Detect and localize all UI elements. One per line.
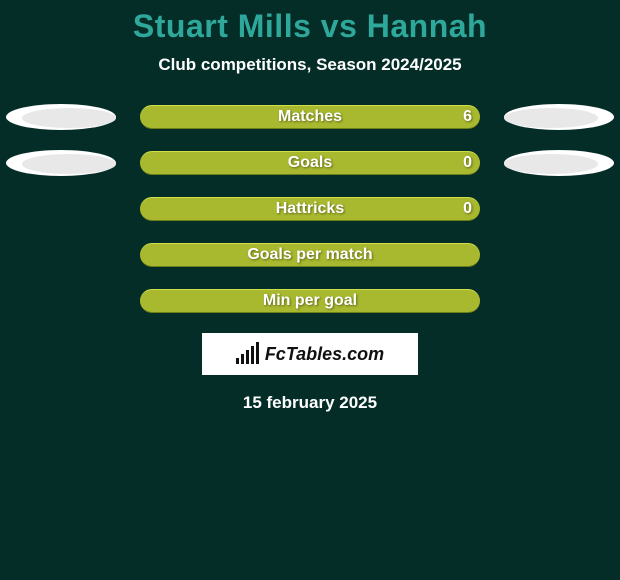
page-subtitle: Club competitions, Season 2024/2025 <box>0 55 620 75</box>
stat-row-matches: Matches 6 <box>0 103 620 131</box>
page-title: Stuart Mills vs Hannah <box>0 8 620 45</box>
stat-label: Min per goal <box>263 292 357 310</box>
ellipse-icon <box>504 154 598 174</box>
stat-row-hattricks: Hattricks 0 <box>0 195 620 223</box>
stat-pill: Min per goal <box>140 289 480 313</box>
bar-icon-segment <box>256 342 259 364</box>
logo-text: FcTables.com <box>265 344 384 365</box>
ellipse-icon <box>22 108 116 128</box>
bar-icon-segment <box>241 354 244 364</box>
stat-row-goals: Goals 0 <box>0 149 620 177</box>
stat-label: Matches <box>278 108 342 126</box>
stat-right-value: 0 <box>463 154 472 172</box>
stat-label: Hattricks <box>276 200 344 218</box>
stat-pill: Matches 6 <box>140 105 480 129</box>
ellipse-icon <box>504 108 598 128</box>
stat-label: Goals per match <box>247 246 372 264</box>
bar-icon-segment <box>246 350 249 364</box>
stat-label: Goals <box>288 154 332 172</box>
snapshot-date: 15 february 2025 <box>0 393 620 413</box>
stat-pill: Goals per match <box>140 243 480 267</box>
stat-pill: Hattricks 0 <box>140 197 480 221</box>
stat-row-goals-per-match: Goals per match <box>0 241 620 269</box>
ellipse-icon <box>22 154 116 174</box>
bar-chart-icon <box>236 344 259 364</box>
comparison-infographic: Stuart Mills vs Hannah Club competitions… <box>0 0 620 580</box>
fctables-logo: FcTables.com <box>202 333 418 375</box>
stat-pill: Goals 0 <box>140 151 480 175</box>
bar-icon-segment <box>236 358 239 364</box>
stat-right-value: 0 <box>463 200 472 218</box>
stat-row-min-per-goal: Min per goal <box>0 287 620 315</box>
stat-right-value: 6 <box>463 108 472 126</box>
stats-rows: Matches 6 Goals 0 Hattricks 0 <box>0 103 620 315</box>
bar-icon-segment <box>251 346 254 364</box>
